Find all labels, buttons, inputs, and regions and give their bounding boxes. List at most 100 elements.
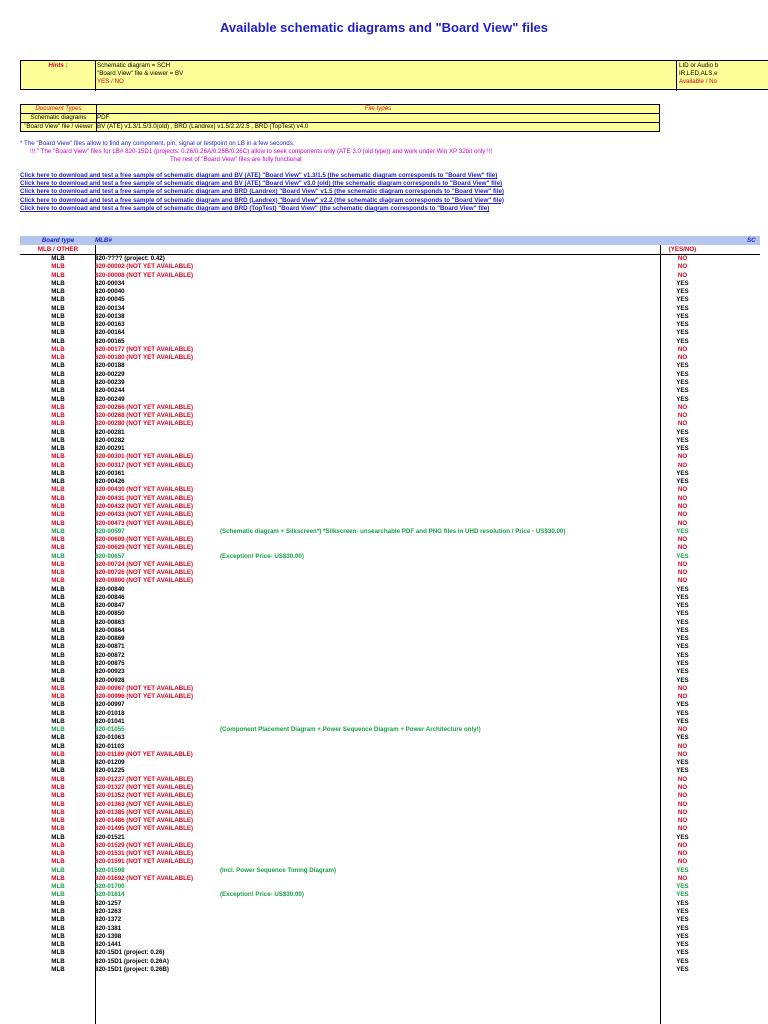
download-sample-link[interactable]: Click here to download and test a free s… bbox=[20, 172, 498, 179]
status-cell: YES bbox=[676, 478, 689, 486]
board-type-cell: MLB bbox=[51, 271, 65, 279]
doc-types-header: Document Types bbox=[35, 105, 82, 112]
table-body: MLB 820-???? (project: 0.42) NO MLB 820-0000… bbox=[20, 255, 760, 974]
hints-line: Schematic diagram = SCH bbox=[97, 62, 171, 69]
status-cell: NO bbox=[677, 536, 688, 544]
mlb-cell: 820-01018 bbox=[95, 709, 125, 717]
mlb-cell: 820-00301 (NOT YET AVAILABLE) bbox=[95, 453, 194, 461]
table-row: MLB 820-00280 (NOT YET AVAILABLE) NO bbox=[20, 420, 760, 428]
mlb-cell: 820-00317 (NOT YET AVAILABLE) bbox=[95, 461, 194, 469]
table-row: MLB 820-00249 YES bbox=[20, 396, 760, 404]
status-cell: NO bbox=[677, 858, 688, 866]
status-cell: NO bbox=[677, 726, 688, 734]
download-sample-link[interactable]: Click here to download and test a free s… bbox=[20, 188, 504, 196]
mlb-cell: 820-00268 (NOT YET AVAILABLE) bbox=[95, 412, 194, 420]
mlb-cell: 820-00928 bbox=[95, 676, 125, 684]
board-type-cell: MLB bbox=[51, 312, 65, 320]
mlb-cell: 820-01225 bbox=[95, 767, 125, 775]
mlb-cell: 820-00280 (NOT YET AVAILABLE) bbox=[95, 420, 194, 428]
board-type-cell: MLB bbox=[51, 387, 65, 395]
notes: * The "Board View" files allow to find a… bbox=[20, 140, 492, 164]
mlb-cell: 820-00726 (NOT YET AVAILABLE) bbox=[95, 569, 194, 577]
status-cell: NO bbox=[677, 742, 688, 750]
status-cell: YES bbox=[676, 585, 689, 593]
mlb-cell: 820-00840 bbox=[95, 585, 125, 593]
board-type-cell: MLB bbox=[51, 916, 65, 924]
mlb-cell: 820-00239 bbox=[95, 378, 125, 386]
board-type-cell: MLB bbox=[51, 841, 65, 849]
status-cell: YES bbox=[676, 618, 689, 626]
status-cell: YES bbox=[676, 866, 689, 874]
status-cell: YES bbox=[676, 279, 689, 287]
mlb-cell: 820-00872 bbox=[95, 651, 125, 659]
mlb-cell: 820-1398 bbox=[95, 932, 122, 940]
table-row: MLB 820-00361 YES bbox=[20, 470, 760, 478]
table-row: MLB 820-00138 YES bbox=[20, 313, 760, 321]
download-sample-link[interactable]: Click here to download and test a free s… bbox=[20, 204, 490, 212]
mlb-cell: 820-01814 bbox=[95, 891, 125, 899]
status-cell: YES bbox=[676, 709, 689, 717]
board-type-cell: MLB bbox=[51, 750, 65, 758]
board-type-cell: MLB bbox=[51, 544, 65, 552]
table-row: MLB 820-01385 (NOT YET AVAILABLE) NO bbox=[20, 809, 760, 817]
note-line: * The "Board View" files allow to find a… bbox=[20, 140, 295, 147]
board-type-cell: MLB bbox=[51, 734, 65, 742]
mlb-cell: 820-00597 bbox=[95, 527, 125, 535]
mlb-cell: 820-00871 bbox=[95, 643, 125, 651]
table-row: MLB 820-1372 YES bbox=[20, 916, 760, 924]
board-type-cell: MLB bbox=[51, 693, 65, 701]
mlb-cell: 820-01363 (NOT YET AVAILABLE) bbox=[95, 800, 194, 808]
board-type-cell: MLB bbox=[51, 552, 65, 560]
mlb-cell: 820-???? (project: 0.42) bbox=[95, 255, 165, 262]
board-type-cell: MLB bbox=[51, 395, 65, 403]
board-type-cell: MLB bbox=[51, 378, 65, 386]
board-type-cell: MLB bbox=[51, 651, 65, 659]
status-cell: YES bbox=[676, 916, 689, 924]
status-cell: YES bbox=[676, 668, 689, 676]
board-type-cell: MLB bbox=[51, 775, 65, 783]
board-type-cell: MLB bbox=[51, 808, 65, 816]
board-type-cell: MLB bbox=[51, 610, 65, 618]
hints-line: "Board View" file & viewer = BV bbox=[97, 70, 184, 77]
status-cell: NO bbox=[677, 825, 688, 833]
board-type-cell: MLB bbox=[51, 626, 65, 634]
hints-right-line: Available / No bbox=[679, 78, 718, 85]
mlb-cell: 820-00629 (NOT YET AVAILABLE) bbox=[95, 544, 194, 552]
board-type-cell: MLB bbox=[51, 941, 65, 949]
status-cell: YES bbox=[676, 924, 689, 932]
page-title: Available schematic diagrams and "Board … bbox=[219, 20, 549, 35]
table-row: MLB 820-1441 YES bbox=[20, 941, 760, 949]
mlb-cell: 820-00002 (NOT YET AVAILABLE) bbox=[95, 263, 194, 271]
table-row: MLB 820-01495 (NOT YET AVAILABLE) NO bbox=[20, 825, 760, 833]
mlb-cell: 820-01189 (NOT YET AVAILABLE) bbox=[95, 750, 193, 758]
file-types-header: File types bbox=[364, 105, 392, 112]
status-cell: NO bbox=[677, 412, 688, 420]
status-cell: YES bbox=[676, 734, 689, 742]
status-cell: YES bbox=[676, 312, 689, 320]
table-row: MLB 820-00473 (NOT YET AVAILABLE) NO bbox=[20, 520, 760, 528]
status-cell: YES bbox=[676, 717, 689, 725]
mlb-cell: 820-00177 (NOT YET AVAILABLE) bbox=[95, 345, 194, 353]
doc-types-header-row: Document Types File types bbox=[21, 105, 659, 114]
download-links: Click here to download and test a free s… bbox=[20, 172, 504, 213]
table-row: MLB 820-01063 YES bbox=[20, 734, 760, 742]
mlb-cell: 820-01055 bbox=[95, 726, 125, 734]
board-type-cell: MLB bbox=[51, 527, 65, 535]
mlb-cell: 820-1381 bbox=[95, 924, 122, 932]
download-sample-link[interactable]: Click here to download and test a free s… bbox=[20, 196, 504, 204]
mlb-cell: 820-00864 bbox=[95, 626, 125, 634]
mlb-cell: 820-00045 bbox=[95, 296, 125, 304]
board-type-cell: MLB bbox=[51, 709, 65, 717]
note-cell: (Incl. Power Sequence Timing Diagram) bbox=[220, 866, 337, 874]
mlb-cell: 820-01531 (NOT YET AVAILABLE) bbox=[95, 850, 194, 858]
mlb-cell: 820-00430 (NOT YET AVAILABLE) bbox=[95, 486, 194, 494]
table-row: MLB 820-01531 (NOT YET AVAILABLE) NO bbox=[20, 850, 760, 858]
table-row: MLB 820-00291 YES bbox=[20, 445, 760, 453]
status-cell: YES bbox=[676, 759, 689, 767]
table-row: MLB 820-01363 (NOT YET AVAILABLE) NO bbox=[20, 801, 760, 809]
status-cell: YES bbox=[676, 660, 689, 668]
table-row: MLB 820-1257 YES bbox=[20, 900, 760, 908]
download-sample-link[interactable]: Click here to download and test a free s… bbox=[20, 180, 503, 188]
board-type-cell: MLB bbox=[51, 825, 65, 833]
mlb-cell: 820-1257 bbox=[95, 899, 122, 907]
